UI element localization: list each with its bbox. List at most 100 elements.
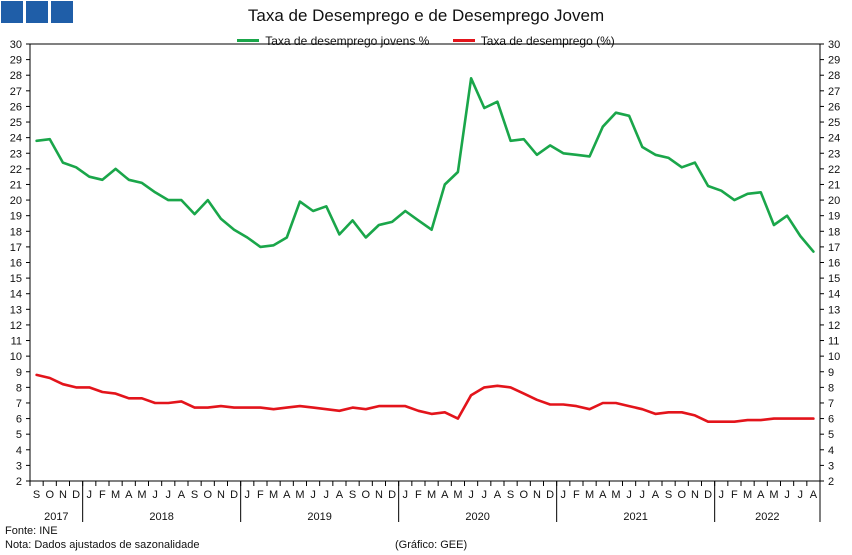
year-label: 2018	[149, 511, 173, 523]
y-tick-label-right: 3	[828, 460, 834, 472]
x-month-label: O	[677, 489, 686, 501]
x-month-label: S	[665, 489, 672, 501]
year-label: 2022	[755, 511, 779, 523]
y-tick-label-right: 12	[828, 320, 840, 332]
logo-square-3	[51, 1, 73, 23]
y-tick-label-left: 25	[10, 117, 22, 129]
y-tick-label-left: 19	[10, 211, 22, 223]
x-month-label: M	[111, 489, 120, 501]
y-tick-label-left: 11	[11, 336, 22, 348]
x-month-label: J	[798, 489, 804, 501]
y-tick-label-left: 17	[10, 242, 22, 254]
x-month-label: F	[99, 489, 106, 501]
y-tick-label-left: 18	[10, 226, 22, 238]
y-tick-label-right: 15	[828, 273, 840, 285]
y-tick-label-right: 6	[828, 414, 834, 426]
y-tick-label-left: 26	[10, 101, 22, 113]
x-month-label: M	[295, 489, 304, 501]
y-tick-label-right: 13	[828, 304, 840, 316]
plot-frame	[29, 43, 821, 482]
y-tick-label-right: 14	[828, 289, 840, 301]
y-tick-label-left: 24	[10, 133, 22, 145]
y-tick-label-right: 18	[828, 226, 840, 238]
y-tick-label-right: 27	[828, 86, 840, 98]
x-month-label: M	[427, 489, 436, 501]
x-month-label: N	[533, 489, 541, 501]
y-tick-label-left: 14	[10, 289, 22, 301]
y-tick-label-left: 21	[10, 179, 22, 191]
y-tick-label-left: 22	[10, 164, 22, 176]
x-month-label: D	[704, 489, 712, 501]
x-month-label: J	[468, 489, 474, 501]
y-tick-label-right: 4	[828, 445, 834, 457]
x-month-label: A	[441, 489, 449, 501]
y-tick-label-right: 30	[828, 39, 840, 51]
y-tick-label-left: 12	[10, 320, 22, 332]
y-tick-label-right: 17	[828, 242, 840, 254]
x-month-label: A	[494, 489, 502, 501]
y-tick-label-left: 27	[10, 86, 22, 98]
year-label: 2019	[307, 511, 331, 523]
y-tick-label-left: 2	[16, 476, 22, 488]
x-month-label: J	[626, 489, 632, 501]
x-month-label: S	[349, 489, 356, 501]
x-month-label: A	[757, 489, 765, 501]
x-month-label: O	[519, 489, 528, 501]
x-month-label: S	[191, 489, 198, 501]
year-label: 2020	[465, 511, 489, 523]
x-month-label: D	[72, 489, 80, 501]
x-month-label: J	[245, 489, 251, 501]
logo-square-2	[26, 1, 48, 23]
y-tick-label-left: 10	[10, 351, 22, 363]
x-month-label: A	[283, 489, 291, 501]
credit-note: (Gráfico: GEE)	[395, 539, 468, 551]
x-month-label: J	[561, 489, 567, 501]
x-month-label: J	[87, 489, 93, 501]
y-tick-label-left: 23	[10, 148, 22, 160]
chart-title: Taxa de Desemprego e de Desemprego Jovem	[247, 6, 605, 25]
y-tick-label-right: 21	[828, 179, 840, 191]
x-month-label: J	[152, 489, 158, 501]
y-tick-label-right: 26	[828, 101, 840, 113]
x-month-label: N	[691, 489, 699, 501]
y-tick-label-left: 5	[16, 429, 22, 441]
source-note: Fonte: INE	[5, 525, 58, 537]
x-month-label: J	[719, 489, 725, 501]
x-month-label: F	[415, 489, 422, 501]
x-month-label: S	[507, 489, 514, 501]
x-month-label: A	[178, 489, 186, 501]
y-tick-label-right: 11	[828, 336, 839, 348]
legend-swatch-youth	[237, 39, 260, 42]
x-month-label: D	[230, 489, 238, 501]
x-month-label: O	[45, 489, 54, 501]
x-month-label: M	[137, 489, 146, 501]
y-tick-label-right: 29	[828, 55, 840, 67]
series-line-youth-unemployment	[35, 77, 815, 253]
x-month-label: F	[731, 489, 738, 501]
y-tick-label-right: 10	[828, 351, 840, 363]
y-tick-label-right: 20	[828, 195, 840, 207]
y-tick-label-left: 9	[16, 367, 22, 379]
x-month-label: F	[257, 489, 264, 501]
x-month-label: J	[324, 489, 330, 501]
x-month-label: J	[784, 489, 790, 501]
x-month-label: J	[310, 489, 316, 501]
adjustment-note: Nota: Dados ajustados de sazonalidade	[5, 539, 200, 551]
series-line-unemployment	[35, 373, 815, 424]
y-tick-label-left: 30	[10, 39, 22, 51]
y-tick-label-right: 28	[828, 70, 840, 82]
year-label: 2017	[44, 511, 68, 523]
y-tick-label-right: 16	[828, 258, 840, 270]
y-tick-label-left: 20	[10, 195, 22, 207]
y-tick-label-left: 29	[10, 55, 22, 67]
x-month-label: M	[269, 489, 278, 501]
x-month-label: J	[403, 489, 409, 501]
x-month-label: M	[743, 489, 752, 501]
y-tick-label-right: 7	[828, 398, 834, 410]
x-month-label: M	[611, 489, 620, 501]
x-month-label: O	[203, 489, 212, 501]
y-tick-label-right: 2	[828, 476, 834, 488]
y-tick-label-left: 3	[16, 460, 22, 472]
y-tick-label-right: 22	[828, 164, 840, 176]
